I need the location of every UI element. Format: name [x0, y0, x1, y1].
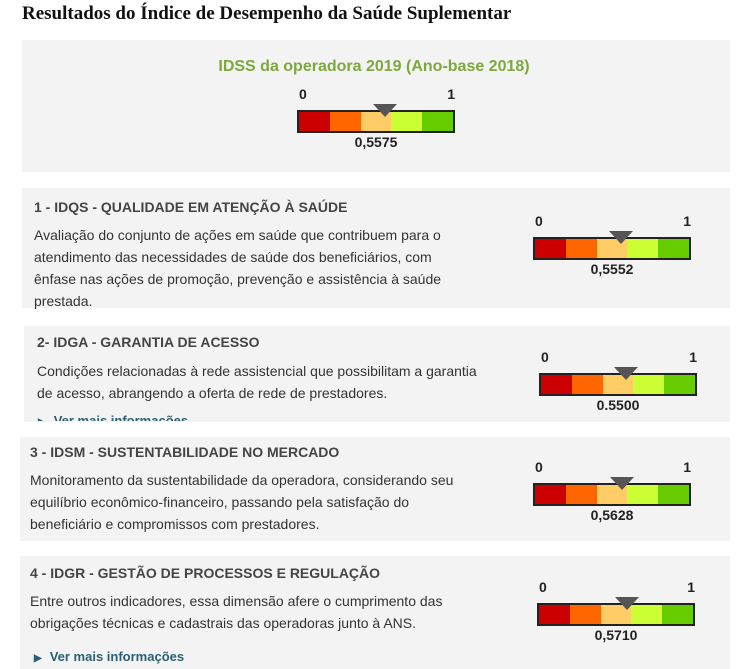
gauge-min-label: 0	[535, 213, 543, 229]
gauge-color-scale	[533, 237, 691, 260]
gauge-pointer-icon	[372, 104, 397, 117]
triangle-right-icon: ▶	[38, 417, 46, 421]
idsm-gauge: 0 1 0,5628	[533, 459, 693, 523]
gauge-segment-lime	[627, 485, 659, 504]
card-description-idqs: Avaliação do conjunto de ações em saúde …	[34, 227, 442, 309]
gauge-max-label: 1	[683, 459, 691, 475]
more-info-link-idga[interactable]: ▶ Ver mais informações	[38, 413, 188, 421]
more-info-link-idgr[interactable]: ▶ Ver mais informações	[34, 649, 184, 664]
gauge-segment-lime	[627, 239, 659, 258]
page-title: Resultados do Índice de Desempenho da Sa…	[22, 3, 512, 24]
gauge-segment-green	[422, 112, 453, 131]
gauge-segment-lime	[633, 375, 665, 394]
more-info-label: Ver mais informações	[49, 649, 185, 664]
more-info-label: Ver mais informações	[53, 413, 189, 421]
gauge-segment-orange	[569, 605, 601, 624]
gauge-pointer-icon	[608, 231, 633, 244]
gauge-value: 0,5552	[590, 261, 634, 277]
idss-gauge: 0 1 0,5575	[297, 86, 457, 150]
card-description-idga: Condições relacionadas à rede assistenci…	[37, 363, 477, 401]
gauge-segment-red	[541, 375, 572, 394]
idqs-gauge: 0 1 0,5552	[533, 213, 693, 277]
gauge-segment-lime	[631, 605, 663, 624]
gauge-pointer-icon	[614, 597, 639, 610]
gauge-max-label: 1	[683, 213, 691, 229]
gauge-segment-green	[658, 239, 689, 258]
gauge-segment-red	[535, 239, 566, 258]
gauge-min-label: 0	[299, 86, 307, 102]
triangle-right-icon: ▶	[34, 653, 42, 664]
gauge-value: 0,5710	[594, 627, 638, 643]
card-title-idsm: 3 - IDSM - SUSTENTABILIDADE NO MERCADO	[30, 444, 340, 460]
gauge-segment-green	[658, 485, 689, 504]
gauge-max-label: 1	[447, 86, 455, 102]
card-title-idgr: 4 - IDGR - GESTÃO DE PROCESSOS E REGULAÇ…	[30, 565, 381, 581]
gauge-pointer-icon	[613, 367, 638, 380]
gauge-min-label: 0	[535, 459, 543, 475]
gauge-value: 0.5500	[596, 397, 640, 413]
gauge-segment-orange	[565, 485, 597, 504]
gauge-min-label: 0	[539, 579, 547, 595]
card-description-idsm: Monitoramento da sustentabilidade da ope…	[30, 472, 454, 532]
gauge-segment-orange	[571, 375, 603, 394]
gauge-pointer-icon	[609, 477, 634, 490]
gauge-segment-green	[664, 375, 695, 394]
gauge-max-label: 1	[687, 579, 695, 595]
gauge-value: 0,5628	[590, 507, 634, 523]
idgr-gauge: 0 1 0,5710	[537, 579, 697, 643]
gauge-min-label: 0	[541, 349, 549, 365]
gauge-segment-red	[535, 485, 566, 504]
gauge-segment-red	[299, 112, 330, 131]
gauge-value: 0,5575	[354, 134, 398, 150]
gauge-max-label: 1	[689, 349, 697, 365]
gauge-segment-lime	[391, 112, 423, 131]
gauge-segment-orange	[565, 239, 597, 258]
idga-gauge: 0 1 0.5500	[539, 349, 699, 413]
gauge-segment-red	[539, 605, 570, 624]
card-description-idgr: Entre outros indicadores, essa dimensão …	[30, 593, 443, 631]
card-title-idqs: 1 - IDQS - QUALIDADE EM ATENÇÃO À SAÚDE	[34, 199, 348, 215]
gauge-segment-green	[662, 605, 693, 624]
gauge-segment-orange	[329, 112, 361, 131]
card-title-idga: 2- IDGA - GARANTIA DE ACESSO	[37, 334, 260, 350]
idss-title: IDSS da operadora 2019 (Ano-base 2018)	[218, 58, 530, 75]
